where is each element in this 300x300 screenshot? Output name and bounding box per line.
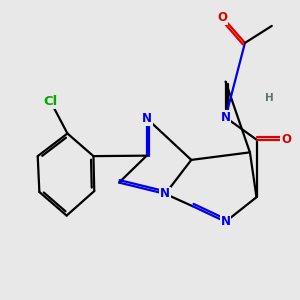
Text: Cl: Cl [44,95,58,108]
Text: H: H [265,93,273,103]
Text: N: N [142,112,152,125]
Text: N: N [220,215,230,228]
Text: N: N [160,188,170,200]
Text: O: O [281,133,291,146]
Text: O: O [218,11,228,24]
Text: N: N [220,111,230,124]
